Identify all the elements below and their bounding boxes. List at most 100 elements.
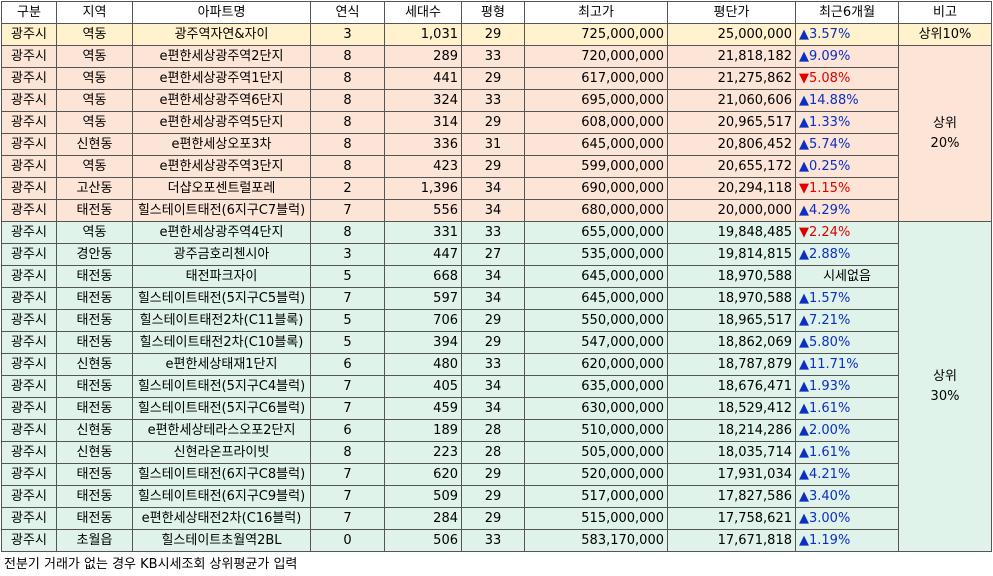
cell-age: 7 <box>310 287 385 310</box>
table-row: 광주시 역동 e편한세상광주역2단지 8 289 33 720,000,000 21,818,… <box>1 45 992 222</box>
header-apartment-name: 아파트명 <box>132 1 311 24</box>
cell-unit-price: 21,818,182 <box>667 45 796 68</box>
cell-recent-change: ▲1.33% <box>795 111 899 134</box>
cell-city: 광주시 <box>1 45 57 68</box>
cell-max-price: 725,000,000 <box>524 23 668 46</box>
cell-unit-price: 21,275,862 <box>667 67 796 90</box>
cell-units: 447 <box>384 243 462 266</box>
up-triangle-icon: ▲ <box>799 48 809 64</box>
cell-recent-change: ▲11.71% <box>795 353 899 376</box>
change-value: 2.00% <box>809 422 851 438</box>
up-triangle-icon: ▲ <box>799 312 809 328</box>
cell-city: 광주시 <box>1 441 57 464</box>
cell-max-price: 535,000,000 <box>524 243 668 266</box>
cell-district: 신현동 <box>56 353 133 376</box>
change-value: 5.74% <box>809 136 851 152</box>
table-row: 광주시 신현동 e편한세상테라스오포2단지 6 189 28 510,000,000 18,2… <box>1 419 992 442</box>
cell-recent-change: ▲3.57% <box>795 23 899 46</box>
cell-unit-price: 19,814,815 <box>667 243 796 266</box>
cell-units: 423 <box>384 155 462 178</box>
cell-size: 29 <box>461 507 525 530</box>
table-row: 광주시 태전동 힐스테이트태전(5지구C5블럭) 7 597 34 645,000,000 1… <box>1 287 992 310</box>
table-row: 광주시 태전동 태전파크자이 5 668 34 645,000,000 18,970,588 시… <box>1 265 992 288</box>
up-triangle-icon: ▲ <box>799 334 809 350</box>
change-value: 1.33% <box>809 114 851 130</box>
cell-max-price: 620,000,000 <box>524 353 668 376</box>
cell-apartment-name: 힐스테이트태전(5지구C4블럭) <box>132 375 311 398</box>
cell-recent-change: ▲3.00% <box>795 507 899 530</box>
cell-apartment-name: e편한세상광주역4단지 <box>132 221 311 244</box>
cell-size: 33 <box>461 529 525 552</box>
cell-units: 668 <box>384 265 462 288</box>
cell-city: 광주시 <box>1 287 57 310</box>
cell-recent-change: ▼5.08% <box>795 67 899 90</box>
cell-city: 광주시 <box>1 353 57 376</box>
cell-age: 7 <box>310 397 385 420</box>
up-triangle-icon: ▲ <box>799 114 809 130</box>
cell-max-price: 505,000,000 <box>524 441 668 464</box>
cell-recent-change: ▲7.21% <box>795 309 899 332</box>
cell-size: 34 <box>461 375 525 398</box>
cell-recent-change: ▲1.57% <box>795 287 899 310</box>
cell-district: 역동 <box>56 23 133 46</box>
table-row: 광주시 역동 e편한세상광주역5단지 8 314 29 608,000,000 20,965,… <box>1 111 992 134</box>
cell-unit-price: 18,035,714 <box>667 441 796 464</box>
cell-size: 31 <box>461 133 525 156</box>
header-category: 구분 <box>1 1 57 24</box>
cell-recent-change: ▲9.09% <box>795 45 899 68</box>
cell-district: 역동 <box>56 45 133 68</box>
cell-city: 광주시 <box>1 309 57 332</box>
cell-size: 27 <box>461 243 525 266</box>
cell-apartment-name: e편한세상광주역3단지 <box>132 155 311 178</box>
change-value: 1.61% <box>809 400 851 416</box>
cell-max-price: 695,000,000 <box>524 89 668 112</box>
change-value: 3.57% <box>809 26 851 42</box>
cell-city: 광주시 <box>1 133 57 156</box>
cell-size: 29 <box>461 111 525 134</box>
table-row: 광주시 신현동 e편한세상오포3차 8 336 31 645,000,000 20,806,4… <box>1 133 992 156</box>
cell-size: 29 <box>461 155 525 178</box>
cell-units: 556 <box>384 199 462 222</box>
cell-apartment-name: 신현라온프라이빗 <box>132 441 311 464</box>
cell-units: 706 <box>384 309 462 332</box>
down-triangle-icon: ▼ <box>799 224 809 240</box>
cell-district: 태전동 <box>56 265 133 288</box>
cell-age: 8 <box>310 155 385 178</box>
cell-size: 29 <box>461 331 525 354</box>
change-value: 9.09% <box>809 48 851 64</box>
cell-district: 역동 <box>56 221 133 244</box>
cell-city: 광주시 <box>1 265 57 288</box>
footnote: 전분기 거래가 없는 경우 KB시세조회 상위평균가 입력 <box>4 557 298 572</box>
cell-apartment-name: 광주역자연&자이 <box>132 23 311 46</box>
change-value: 5.08% <box>809 70 851 86</box>
cell-unit-price: 21,060,606 <box>667 89 796 112</box>
cell-age: 3 <box>310 243 385 266</box>
cell-max-price: 510,000,000 <box>524 419 668 442</box>
change-value: 14.88% <box>809 92 859 108</box>
cell-apartment-name: e편한세상광주역1단지 <box>132 67 311 90</box>
cell-recent-change: ▲0.25% <box>795 155 899 178</box>
header-size: 평형 <box>461 1 525 24</box>
change-value: 0.25% <box>809 158 851 174</box>
cell-city: 광주시 <box>1 331 57 354</box>
cell-recent-change: ▲5.80% <box>795 331 899 354</box>
cell-size: 33 <box>461 221 525 244</box>
cell-unit-price: 18,965,517 <box>667 309 796 332</box>
cell-age: 7 <box>310 375 385 398</box>
cell-city: 광주시 <box>1 243 57 266</box>
cell-district: 역동 <box>56 89 133 112</box>
cell-recent-change: ▼1.15% <box>795 177 899 200</box>
cell-remark: 상위 20% <box>898 45 992 222</box>
cell-city: 광주시 <box>1 397 57 420</box>
table-row: 광주시 역동 e편한세상광주역4단지 8 331 33 655,000,000 19,848,… <box>1 221 992 552</box>
cell-city: 광주시 <box>1 177 57 200</box>
cell-age: 8 <box>310 67 385 90</box>
cell-max-price: 515,000,000 <box>524 507 668 530</box>
header-remark: 비고 <box>898 1 992 24</box>
cell-max-price: 617,000,000 <box>524 67 668 90</box>
cell-district: 태전동 <box>56 287 133 310</box>
cell-city: 광주시 <box>1 485 57 508</box>
cell-apartment-name: 태전파크자이 <box>132 265 311 288</box>
cell-district: 역동 <box>56 111 133 134</box>
cell-recent-change: 시세없음 <box>795 265 899 288</box>
